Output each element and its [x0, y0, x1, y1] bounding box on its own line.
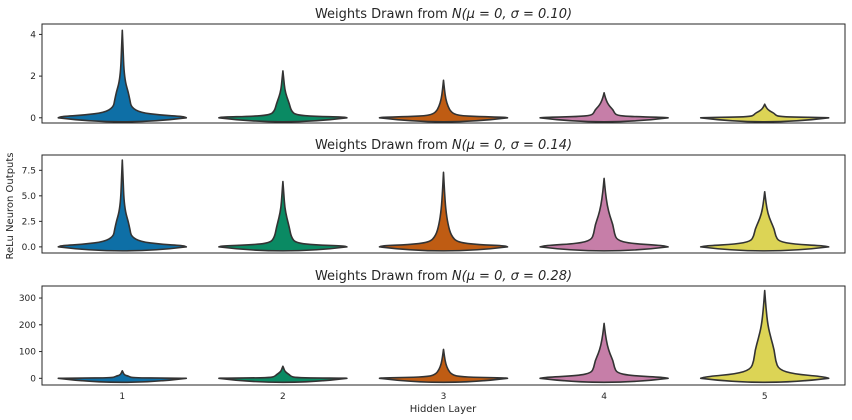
panel-1-ytick-label: 4: [30, 30, 36, 40]
violin-panel-3-layer-5: [699, 289, 830, 384]
panel-3-title: Weights Drawn from N(μ = 0, σ = 0.28): [315, 269, 572, 284]
violin-panel-2-layer-1: [57, 159, 188, 252]
xtick-label-4: 4: [601, 392, 607, 402]
violin-panel-2-layer-2: [218, 180, 348, 252]
violin-panel-2-layer-3: [378, 171, 509, 252]
violin-panel-2-layer-4: [539, 177, 669, 252]
x-axis-label: Hidden Layer: [410, 404, 477, 415]
violin-panel-3-layer-3: [378, 348, 509, 384]
xtick-label-5: 5: [762, 392, 768, 402]
panel-3-title-text: Weights Drawn from: [315, 269, 452, 284]
panel-2-title-text: Weights Drawn from: [315, 138, 452, 153]
violin-panel-1-layer-4: [539, 91, 669, 123]
panel-3-frame: [41, 285, 846, 386]
violin-panel-1-layer-2: [218, 70, 348, 123]
panel-1-title: Weights Drawn from N(μ = 0, σ = 0.10): [315, 7, 572, 22]
panel-2-ytick-label: 0.0: [22, 243, 37, 253]
violin-panel-1-layer-5: [699, 103, 830, 123]
violin-panel-1-layer-1: [57, 29, 188, 123]
panel-2-ytick-label: 5.0: [22, 192, 37, 202]
panel-1-ytick-label: 2: [30, 72, 36, 82]
panel-1-title-math: N(μ = 0, σ = 0.10): [452, 7, 572, 22]
xtick-label-1: 1: [119, 392, 125, 402]
panel-3-ytick-label: 300: [19, 294, 36, 304]
violin-panel-3-layer-4: [539, 322, 669, 384]
panel-2-title: Weights Drawn from N(μ = 0, σ = 0.14): [315, 138, 572, 153]
violin-panel-2-layer-5: [699, 190, 830, 252]
panel-2-frame: [41, 154, 846, 254]
panels-group: Weights Drawn from N(μ = 0, σ = 0.10) 0 2 4…: [19, 7, 846, 402]
xtick-label-2: 2: [280, 392, 286, 402]
panel-3: Weights Drawn from N(μ = 0, σ = 0.28) 0 10…: [19, 269, 846, 402]
violin-panel-3-layer-2: [218, 365, 348, 384]
panel-3-ytick-label: 100: [19, 348, 36, 358]
panel-2-title-math: N(μ = 0, σ = 0.14): [452, 138, 572, 153]
panel-2: Weights Drawn from N(μ = 0, σ = 0.14) 0.0…: [22, 138, 846, 254]
panel-2-ytick-label: 2.5: [22, 217, 36, 227]
panel-2-ytick-label: 7.5: [22, 166, 36, 176]
y-axis-label: ReLu Neuron Outputs: [5, 152, 16, 259]
panel-3-ytick-label: 0: [30, 374, 36, 384]
violin-panel-1-layer-3: [378, 79, 509, 123]
panel-1-frame: [41, 23, 846, 124]
panel-1-ytick-label: 0: [30, 114, 36, 124]
panel-1-title-text: Weights Drawn from: [315, 7, 452, 22]
panel-1: Weights Drawn from N(μ = 0, σ = 0.10) 0 2 4: [30, 7, 846, 124]
panel-3-title-math: N(μ = 0, σ = 0.28): [452, 269, 572, 284]
violin-panel-3-layer-1: [57, 370, 188, 384]
panel-3-ytick-label: 200: [19, 321, 36, 331]
xtick-label-3: 3: [441, 392, 447, 402]
